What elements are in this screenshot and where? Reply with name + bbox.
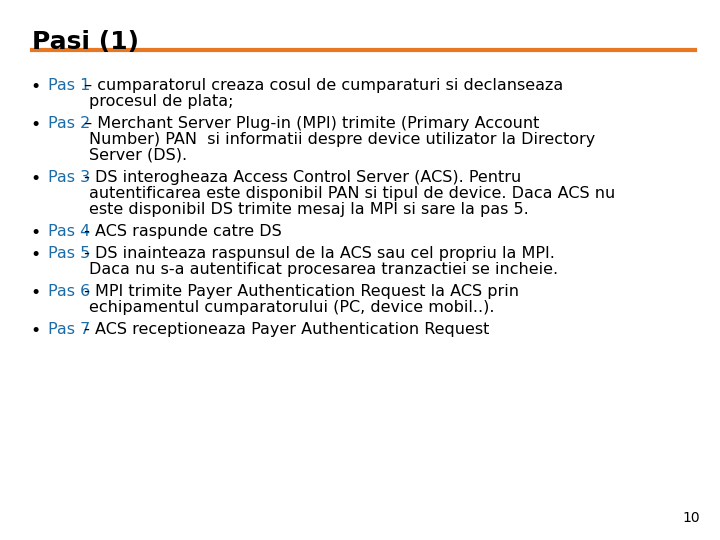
Text: este disponibil DS trimite mesaj la MPI si sare la pas 5.: este disponibil DS trimite mesaj la MPI … [48, 202, 528, 217]
Text: •: • [30, 78, 40, 96]
Text: Pas 3: Pas 3 [48, 170, 90, 185]
Text: •: • [30, 224, 40, 242]
Text: - ACS raspunde catre DS: - ACS raspunde catre DS [79, 224, 282, 239]
Text: Pas 5: Pas 5 [48, 246, 90, 261]
Text: echipamentul cumparatorului (PC, device mobil..).: echipamentul cumparatorului (PC, device … [48, 300, 495, 315]
Text: •: • [30, 170, 40, 188]
Text: Pas 6: Pas 6 [48, 284, 90, 299]
Text: Daca nu s-a autentificat procesarea tranzactiei se incheie.: Daca nu s-a autentificat procesarea tran… [48, 262, 558, 277]
Text: procesul de plata;: procesul de plata; [48, 94, 233, 109]
Text: - DS interogheaza Access Control Server (ACS). Pentru: - DS interogheaza Access Control Server … [79, 170, 521, 185]
Text: – cumparatorul creaza cosul de cumparaturi si declanseaza: – cumparatorul creaza cosul de cumparatu… [79, 78, 563, 93]
Text: Pas 7: Pas 7 [48, 322, 90, 337]
Text: Pas 4: Pas 4 [48, 224, 90, 239]
Text: 10: 10 [683, 511, 700, 525]
Text: Server (DS).: Server (DS). [48, 148, 187, 163]
Text: Pasi (1): Pasi (1) [32, 30, 139, 54]
Text: Pas 1: Pas 1 [48, 78, 91, 93]
Text: •: • [30, 322, 40, 340]
Text: autentificarea este disponibil PAN si tipul de device. Daca ACS nu: autentificarea este disponibil PAN si ti… [48, 186, 616, 201]
Text: •: • [30, 116, 40, 134]
Text: •: • [30, 246, 40, 264]
Text: •: • [30, 284, 40, 302]
Text: – Merchant Server Plug-in (MPI) trimite (Primary Account: – Merchant Server Plug-in (MPI) trimite … [79, 116, 539, 131]
Text: Number) PAN  si informatii despre device utilizator la Directory: Number) PAN si informatii despre device … [48, 132, 595, 147]
Text: Pas 2: Pas 2 [48, 116, 90, 131]
Text: - ACS receptioneaza Payer Authentication Request: - ACS receptioneaza Payer Authentication… [79, 322, 490, 337]
Text: - DS inainteaza raspunsul de la ACS sau cel propriu la MPI.: - DS inainteaza raspunsul de la ACS sau … [79, 246, 555, 261]
Text: - MPI trimite Payer Authentication Request la ACS prin: - MPI trimite Payer Authentication Reque… [79, 284, 519, 299]
